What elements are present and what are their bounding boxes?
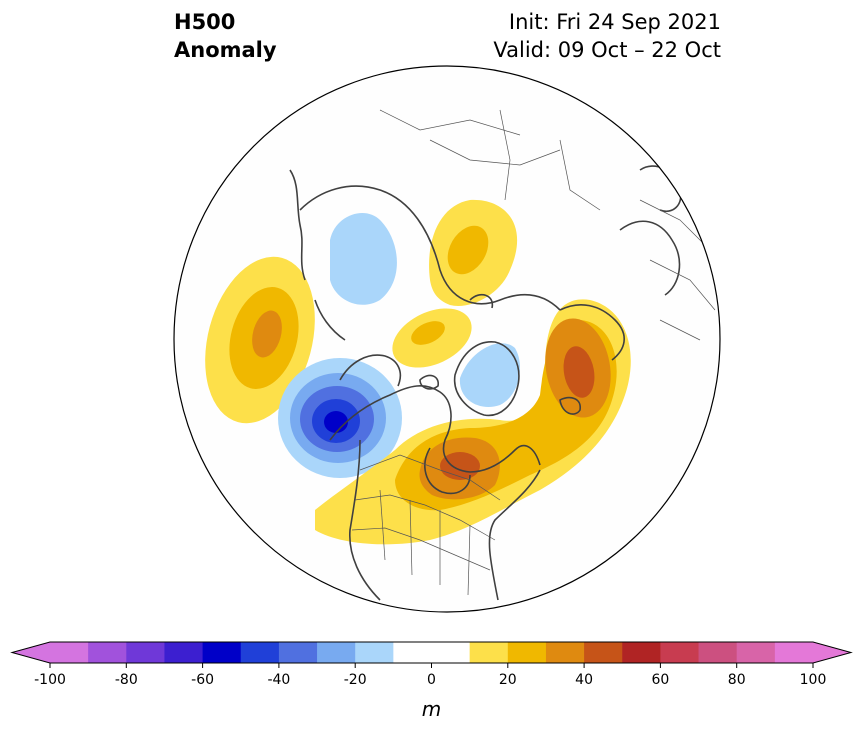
anomaly-negative-greenland [459, 343, 520, 407]
colorbar-swatch [240, 642, 280, 663]
colorbar-swatch [355, 642, 394, 663]
colorbar-tick-label: -40 [267, 672, 290, 688]
colorbar: -100 -80 -60 -40 -20 0 20 40 60 80 100 m [10, 641, 853, 721]
colorbar-extend-min [12, 642, 50, 663]
map-title-left: H500 Anomaly [174, 8, 277, 64]
colorbar-swatch [698, 642, 738, 663]
colorbar-swatch [317, 642, 356, 663]
colorbar-swatch [164, 642, 204, 663]
colorbar-swatch [278, 642, 318, 663]
colorbar-swatch [393, 642, 432, 663]
map-title-right: Init: Fri 24 Sep 2021 Valid: 09 Oct – 22… [493, 8, 721, 64]
anomaly-positive-arctic-ocean [429, 199, 518, 306]
anomaly-positive-east-siberia-arctic [392, 308, 472, 368]
init-date-label: Init: Fri 24 Sep 2021 [508, 10, 721, 34]
colorbar-swatch [622, 642, 661, 663]
colorbar-tick-label: 60 [651, 672, 669, 688]
polar-map [174, 66, 720, 612]
colorbar-extend-max [813, 642, 851, 663]
colorbar-swatch [202, 642, 242, 663]
valid-period-label: Valid: 09 Oct – 22 Oct [493, 38, 721, 62]
colorbar-tick-label: -20 [344, 672, 367, 688]
colorbar-tick-label: -80 [115, 672, 138, 688]
colorbar-tick-label: 80 [728, 672, 746, 688]
field-label: Anomaly [174, 38, 277, 62]
colorbar-swatch [584, 642, 623, 663]
anomaly-positive-north-atlantic [545, 318, 611, 418]
colorbar-swatch [545, 642, 585, 663]
colorbar-swatch [469, 642, 509, 663]
colorbar-swatch [50, 642, 89, 663]
anomaly-negative-east-siberia [330, 212, 397, 305]
colorbar-swatch [126, 642, 165, 663]
variable-label: H500 [174, 10, 236, 34]
colorbar-swatch [660, 642, 700, 663]
colorbar-tick-label: 0 [427, 672, 436, 688]
colorbar-swatch [88, 642, 127, 663]
colorbar-tick-label: -60 [191, 672, 214, 688]
anomaly-positive-north-pacific [205, 256, 315, 424]
colorbar-swatch [431, 642, 471, 663]
anomaly-negative-gulf-of-alaska [278, 358, 402, 478]
colorbar-units-label: m [422, 697, 441, 721]
colorbar-tick-label: -100 [34, 672, 66, 688]
colorbar-tick-label: 40 [575, 672, 593, 688]
colorbar-tick-label: 20 [499, 672, 517, 688]
colorbar-tick-label: 100 [800, 672, 827, 688]
colorbar-swatch [507, 642, 547, 663]
colorbar-swatch [774, 642, 814, 663]
map-boundary [173, 65, 721, 613]
borders [351, 109, 716, 596]
colorbar-swatch [736, 642, 776, 663]
